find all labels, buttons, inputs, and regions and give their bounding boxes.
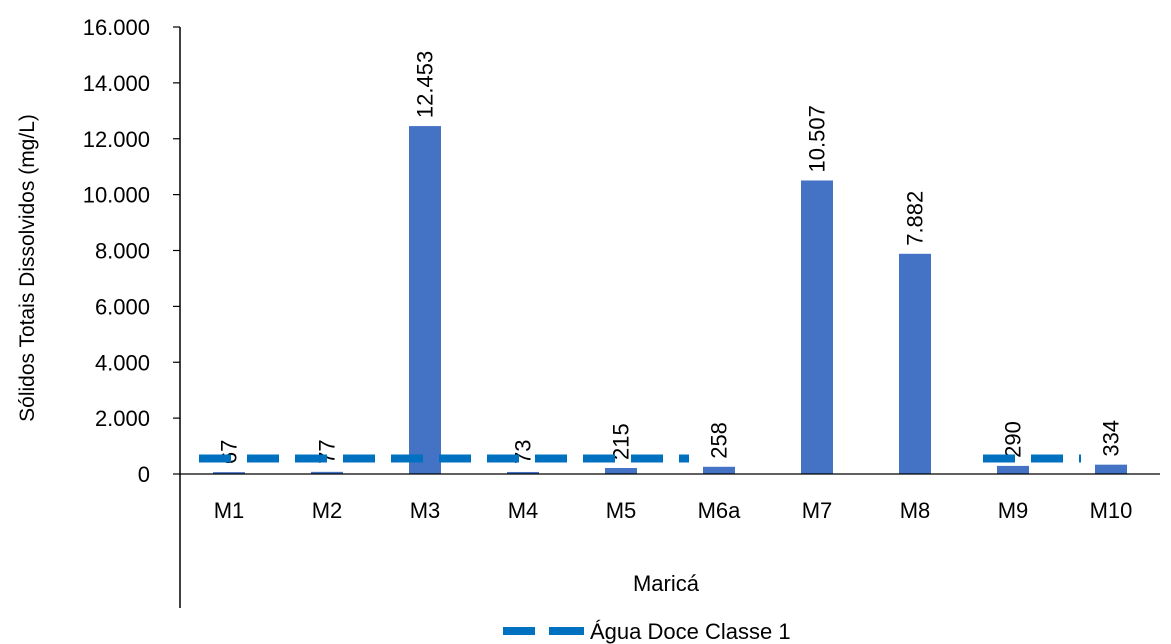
data-label-m10: 334	[1099, 420, 1124, 457]
data-label-m7: 10.507	[805, 105, 830, 172]
bar-m8	[899, 253, 931, 474]
bar-m6a	[703, 466, 735, 474]
y-tick-label: 8.000	[95, 239, 150, 264]
x-tick-label-m10: M10	[1090, 498, 1133, 523]
bar-m9	[997, 465, 1029, 474]
y-tick-label: 10.000	[83, 183, 150, 208]
y-axis-title: Sólidos Totais Dissolvidos (mg/L)	[16, 114, 39, 422]
x-tick-label-m5: M5	[606, 498, 637, 523]
x-tick-label-m2: M2	[312, 498, 343, 523]
x-tick-label-m4: M4	[508, 498, 539, 523]
y-tick-label: 4.000	[95, 350, 150, 375]
y-tick-label: 12.000	[83, 127, 150, 152]
x-tick-label-m9: M9	[998, 498, 1029, 523]
x-axis: M1 M2 M3 M4 M5 M6a M7 M8 M9 M10	[180, 473, 1160, 523]
legend-label: Água Doce Classe 1	[590, 619, 791, 644]
bar-m10	[1095, 464, 1127, 474]
y-axis: 0 2.000 4.000 6.000 8.000 10.000 12.000 14.000 1…	[83, 15, 181, 608]
x-tick-label-m1: M1	[214, 498, 245, 523]
bar-m7	[801, 180, 833, 474]
data-label-m3: 12.453	[413, 51, 438, 118]
data-label-m6a: 258	[707, 422, 732, 459]
x-tick-label-m8: M8	[900, 498, 931, 523]
y-tick-label: 14.000	[83, 71, 150, 96]
x-tick-label-m6a: M6a	[698, 498, 742, 523]
y-tick-label: 0	[138, 462, 150, 487]
y-tick-label: 2.000	[95, 406, 150, 431]
x-tick-label-m7: M7	[802, 498, 833, 523]
x-axis-title: Maricá	[633, 571, 700, 596]
bar-m2	[311, 471, 343, 474]
data-label-m9: 290	[1001, 421, 1026, 458]
bar-m5	[605, 467, 637, 474]
data-label-m8: 7.882	[903, 191, 928, 246]
data-label-m5: 215	[609, 423, 634, 460]
y-tick-label: 16.000	[83, 15, 150, 40]
x-tick-label-m3: M3	[410, 498, 441, 523]
y-tick-label: 6.000	[95, 294, 150, 319]
bar-m1	[213, 472, 245, 474]
bar-m3	[409, 126, 441, 475]
bar-m4	[507, 471, 539, 474]
legend: Água Doce Classe 1	[503, 619, 791, 644]
